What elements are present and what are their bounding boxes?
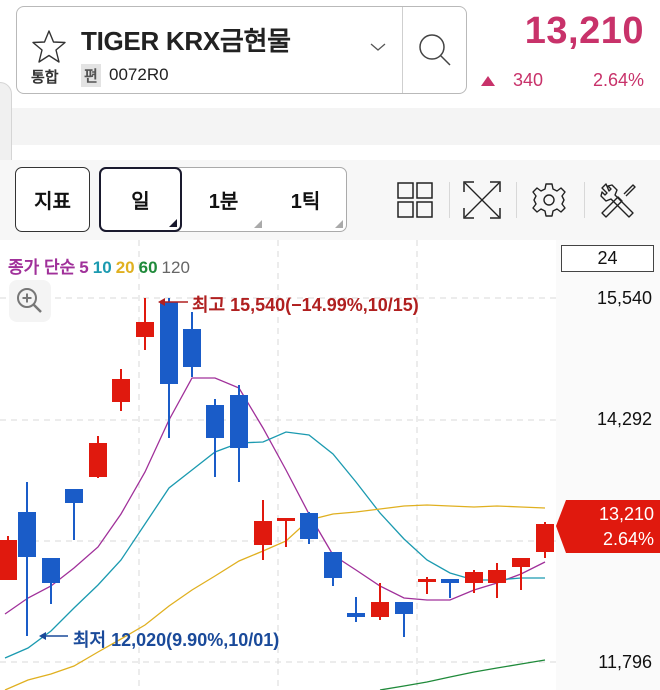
visible-candle-count[interactable]: 24	[561, 245, 654, 272]
submenu-indicator-icon	[335, 220, 343, 228]
change-percent: 2.64%	[592, 70, 644, 90]
chevron-down-icon[interactable]	[369, 41, 387, 53]
zoom-in-icon	[17, 288, 42, 313]
period-selector: 일 1분 1틱	[99, 167, 347, 232]
low-annotation-arrow	[39, 632, 68, 640]
period-tab-1min[interactable]: 1분	[182, 168, 265, 231]
price-tag-percent: 2.64%	[602, 529, 654, 549]
axis-label-high: 15,540	[596, 288, 652, 308]
ma-legend-20: 20	[115, 258, 135, 277]
divider	[584, 182, 585, 218]
fullscreen-icon[interactable]	[462, 180, 502, 220]
divider	[516, 182, 517, 218]
ma60-line	[379, 659, 546, 690]
type-badge: 편	[81, 64, 101, 87]
current-price: 13,210	[524, 10, 644, 52]
divider	[402, 7, 403, 93]
ma-legend-10: 10	[92, 258, 112, 277]
current-price-tag: 13,210 2.64%	[556, 500, 660, 553]
ma-legend-5: 5	[79, 258, 89, 277]
price-tag-shape	[556, 500, 660, 553]
ma-legend-prefix: 종가 단순	[8, 258, 76, 277]
low-price-annotation: 최저 12,020(9.90%,10/01)	[73, 630, 280, 650]
price-tag-price: 13,210	[598, 504, 654, 524]
submenu-indicator-icon	[169, 219, 177, 227]
grid-lines	[0, 240, 556, 690]
high-annotation-arrow	[158, 298, 188, 306]
moving-average-legend[interactable]: 종가 단순 5 10 20 60 120	[8, 253, 194, 278]
star-icon[interactable]	[29, 27, 69, 67]
price-change: 340 2.64%	[480, 70, 644, 91]
info-band	[0, 108, 660, 145]
ma10-line	[4, 431, 545, 659]
indicator-button[interactable]: 지표	[15, 167, 90, 232]
grid-layout-icon[interactable]	[395, 180, 435, 220]
candles	[0, 298, 554, 637]
search-icon	[419, 34, 451, 66]
divider	[449, 182, 450, 218]
stock-search-box[interactable]: TIGER KRX금현물 통합 편 0072R0	[16, 6, 467, 94]
chart-plot[interactable]	[0, 240, 556, 690]
change-amount: 340	[512, 70, 543, 90]
market-tag: 통합	[31, 69, 59, 86]
submenu-indicator-icon	[254, 220, 262, 228]
high-price-annotation: 최고 15,540(−14.99%,10/15)	[192, 295, 419, 315]
zoom-in-button[interactable]	[9, 280, 51, 322]
period-tab-1tick[interactable]: 1틱	[265, 168, 346, 231]
search-button[interactable]	[403, 7, 467, 93]
gear-icon[interactable]	[529, 180, 569, 220]
up-triangle-icon	[480, 75, 495, 86]
ma20-line	[4, 504, 546, 690]
axis-label-mid: 14,292	[596, 409, 652, 429]
stock-code: 0072R0	[109, 65, 169, 84]
ma-legend-60: 60	[138, 258, 158, 277]
tools-icon[interactable]	[598, 180, 638, 220]
candlestick-chart[interactable]	[0, 240, 660, 690]
ma-legend-120: 120	[161, 258, 190, 277]
ma5-line	[4, 377, 546, 615]
period-tab-daily[interactable]: 일	[99, 167, 182, 232]
stock-name[interactable]: TIGER KRX금현물	[81, 26, 291, 56]
axis-label-low: 11,796	[598, 652, 652, 672]
price-axis[interactable]	[556, 240, 660, 690]
